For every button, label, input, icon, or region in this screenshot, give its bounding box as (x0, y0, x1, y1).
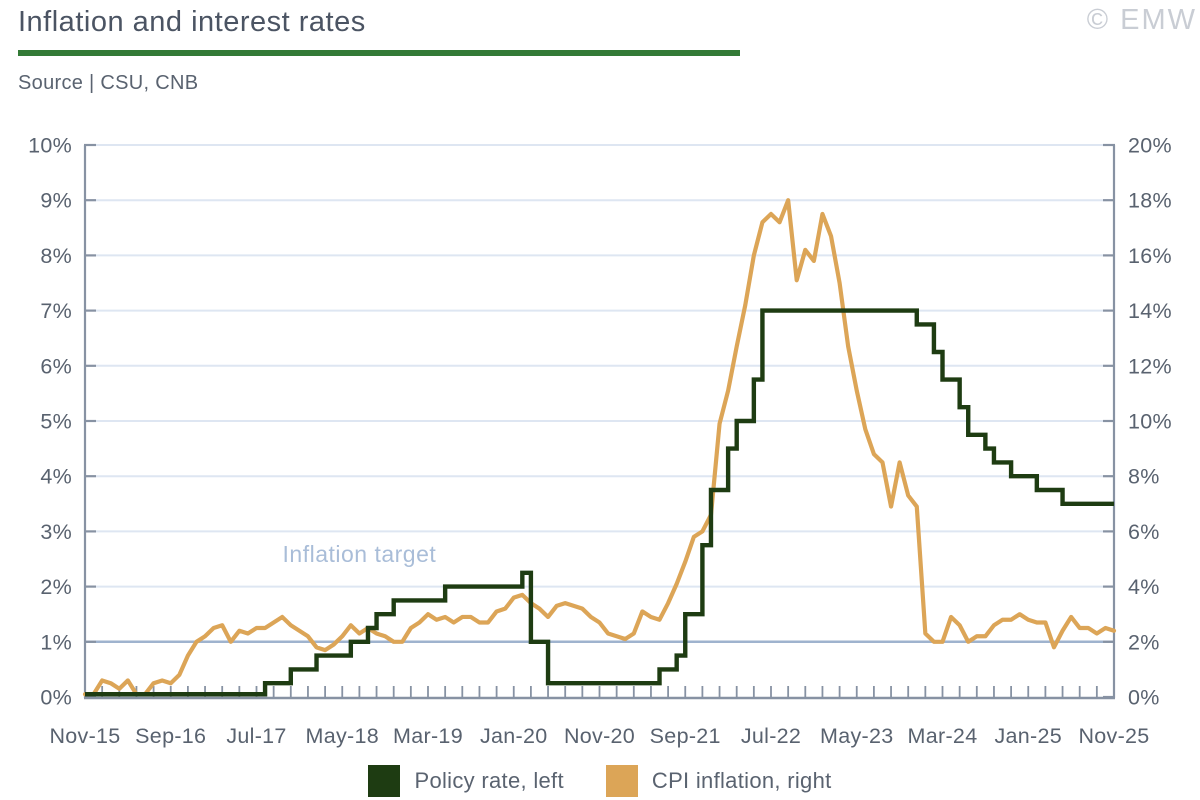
right-axis-label: 18% (1128, 189, 1172, 213)
right-axis-label: 14% (1128, 299, 1172, 323)
chart-title: Inflation and interest rates (18, 6, 366, 38)
left-axis-label: 7% (40, 299, 72, 323)
left-axis-label: 6% (40, 354, 72, 378)
x-axis-label: Mar-24 (908, 724, 978, 748)
title-underline (18, 50, 740, 56)
x-axis-label: Jan-25 (994, 724, 1062, 748)
cpi-inflation-line (82, 198, 1117, 697)
source-label: Source | CSU, CNB (18, 72, 199, 94)
right-axis-label: 16% (1128, 244, 1172, 268)
legend-label-cpi-inflation: CPI inflation, right (651, 768, 832, 793)
x-axis-label: Sep-21 (650, 724, 721, 748)
x-axis-label: Sep-16 (135, 724, 206, 748)
legend-item-cpi-inflation: CPI inflation, right (605, 765, 832, 797)
left-axis-label: 5% (40, 410, 72, 434)
legend-item-policy-rate: Policy rate, left (368, 765, 564, 797)
x-axis-label: May-23 (820, 724, 894, 748)
left-axis-label: 3% (40, 520, 72, 544)
left-axis-label: 4% (40, 465, 72, 489)
x-axis-label: May-18 (306, 724, 380, 748)
chart-legend: Policy rate, left CPI inflation, right (0, 762, 1200, 800)
left-axis-label: 1% (40, 630, 72, 654)
x-axis-label: Nov-25 (1078, 724, 1149, 748)
right-axis-label: 8% (1128, 465, 1160, 489)
left-axis-label: 10% (28, 134, 72, 158)
x-axis-label: Jan-20 (480, 724, 548, 748)
x-axis-label: Mar-19 (393, 724, 463, 748)
right-axis-label: 6% (1128, 520, 1160, 544)
watermark: © EMW (1086, 4, 1197, 36)
right-axis-label: 0% (1128, 686, 1160, 710)
right-axis-label: 20% (1128, 134, 1172, 158)
right-axis-label: 4% (1128, 575, 1160, 599)
left-axis-label: 0% (40, 686, 72, 710)
x-axis-label: Jul-17 (226, 724, 286, 748)
chart-header: Inflation and interest rates Source | CS… (18, 0, 1200, 95)
left-axis-label: 2% (40, 575, 72, 599)
legend-label-policy-rate: Policy rate, left (414, 768, 564, 793)
left-axis-label: 8% (40, 244, 72, 268)
x-axis-label: Nov-20 (564, 724, 635, 748)
x-axis-label: Jul-22 (741, 724, 801, 748)
right-axis-label: 10% (1128, 410, 1172, 434)
policy-rate-line (85, 308, 1114, 697)
x-axis-label: Nov-15 (49, 724, 120, 748)
right-axis-label: 2% (1128, 630, 1160, 654)
right-axis-label: 12% (1128, 354, 1172, 378)
inflation-target-label: Inflation target (283, 541, 437, 567)
left-axis-label: 9% (40, 189, 72, 213)
cpi-inflation-swatch-icon (605, 765, 638, 797)
policy-rate-swatch-icon (368, 765, 401, 797)
